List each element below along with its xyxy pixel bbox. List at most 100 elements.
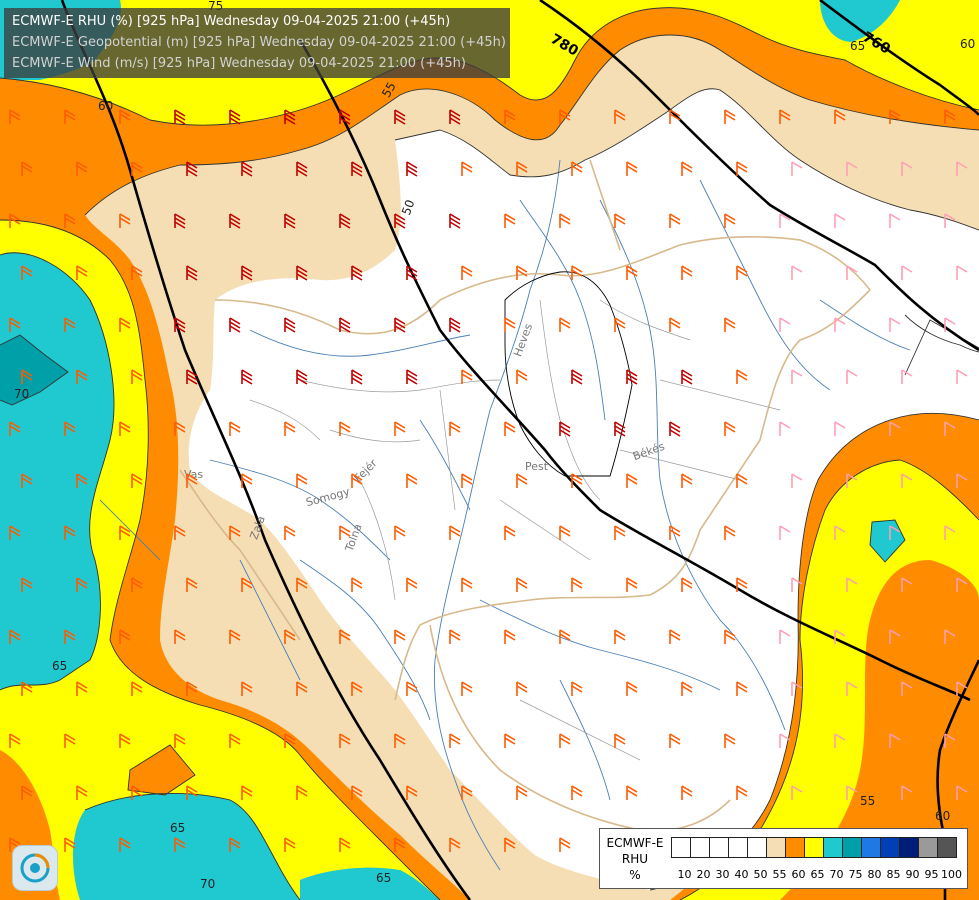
wind-barb [956,681,968,696]
wind-barb [846,369,858,384]
rh-label: 65 [170,821,185,835]
wind-barb [626,369,638,385]
wind-barb [944,109,956,124]
wind-barb [461,473,473,488]
wind-barb [284,525,296,540]
wind-barb [406,161,418,177]
wind-barb [76,681,88,696]
wind-barb [901,265,913,280]
wind-barb [21,369,33,384]
wind-barb [351,265,363,281]
wind-barb [351,369,363,385]
wind-barb [461,369,473,384]
legend-tick: 80 [867,868,882,881]
wind-barb [559,317,571,332]
wind-barb [21,161,33,176]
legend-swatch [899,837,919,858]
wind-barb [681,785,693,800]
legend-tick: 30 [715,868,730,881]
wind-barb [779,629,791,644]
wind-barb [351,473,363,488]
wind-barb [284,837,296,852]
wind-barb [669,629,681,644]
wind-barb [834,733,846,748]
wind-barb [296,265,308,281]
wind-barb [559,421,571,437]
wind-barb [944,421,956,436]
wind-barb [736,681,748,696]
wind-barb [889,109,901,124]
wind-barb [351,681,363,696]
rivers [99,159,911,871]
wind-barb [834,525,846,540]
wind-barb [174,317,186,333]
wind-barb [779,109,791,124]
wind-barb [131,265,143,280]
wind-barb [504,629,516,644]
wind-barb [626,473,638,488]
wind-barb [559,733,571,748]
rhu-band-below-55 [188,88,979,890]
wind-barb [449,213,461,229]
wind-barb [461,681,473,696]
wind-barb [791,473,803,488]
wind-barb [956,577,968,592]
wind-barb [339,733,351,748]
wind-barb [571,473,583,488]
wind-barb [76,577,88,592]
legend-tick: 65 [810,868,825,881]
wind-barb [449,525,461,540]
wind-barb [571,785,583,800]
wind-barb [9,525,21,540]
wind-barb [394,629,406,644]
wind-barb [284,733,296,748]
wind-barb [461,161,473,176]
wind-barb [736,785,748,800]
legend-tick: 55 [772,868,787,881]
wind-barb [131,369,143,384]
wind-barb [76,369,88,384]
wind-barb [724,733,736,748]
wind-barb [559,213,571,228]
wind-barb [736,369,748,384]
wind-barb [944,317,956,332]
place-label: Vas [184,468,203,481]
wind-barb [64,525,76,540]
wind-barb [229,525,241,540]
wind-barb [284,317,296,333]
wind-barb [394,837,406,852]
wind-barb [791,265,803,280]
wind-barb [406,473,418,488]
wind-barb [681,577,693,592]
wind-barb [516,785,528,800]
wind-barb [516,577,528,592]
rh-label: 60 [98,99,113,113]
wind-barb [394,733,406,748]
wind-barb [779,733,791,748]
wind-barb [669,109,681,124]
wind-barb [956,785,968,800]
rh-label: 55 [379,80,399,100]
wind-barb [241,681,253,696]
wind-barb [559,109,571,124]
wind-barb [461,265,473,280]
wind-barb [406,369,418,385]
wind-barb [461,577,473,592]
wind-barb [681,473,693,488]
wind-barb [284,421,296,436]
legend-tick: 100 [941,868,962,881]
rh-label: 65 [850,39,865,53]
wind-barb [241,265,253,281]
wind-barb [626,681,638,696]
rhu-legend: ECMWF-E RHU % 10 20 30 40 50 55 60 65 70 75 80 85 90… [599,828,968,889]
wind-barb [944,629,956,644]
wind-barb [186,681,198,696]
wind-barb [241,473,253,488]
wind-barb [571,265,583,280]
wind-barb [791,785,803,800]
legend-tick: 40 [734,868,749,881]
wind-barb [406,265,418,281]
wind-barb [626,161,638,176]
wind-barb [449,109,461,125]
